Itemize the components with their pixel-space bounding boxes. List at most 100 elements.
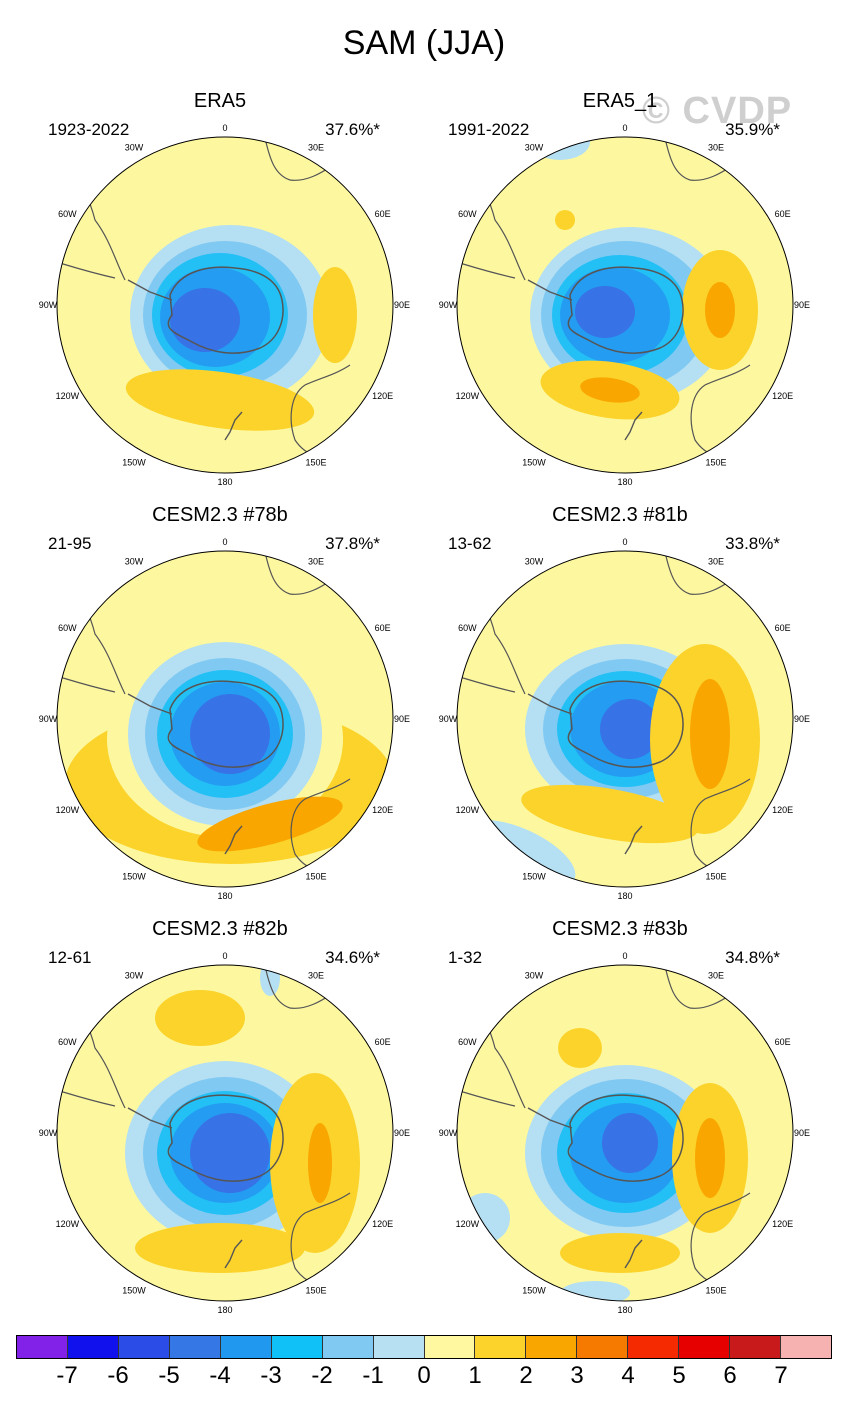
longitude-label: 30W (125, 970, 144, 980)
longitude-label: 30W (525, 556, 544, 566)
longitude-label: 90W (439, 1128, 458, 1138)
antarctica-coastline (567, 680, 684, 768)
longitude-label: 0 (622, 537, 627, 547)
polar-map: 0 30E 60E 90E 120E 150E 180 150W 120W 90W 60W 30W (39, 951, 410, 1315)
longitude-label: 60E (375, 1037, 391, 1047)
longitude-label: 60W (58, 209, 77, 219)
new-zealand-coastline (624, 411, 643, 441)
longitude-label: 30E (708, 142, 724, 152)
colorbar-label: 2 (519, 1362, 533, 1389)
new-zealand-coastline (224, 411, 243, 441)
colorbar-swatch (628, 1336, 680, 1358)
colorbar-label: -7 (56, 1362, 78, 1389)
colorbar-swatch (475, 1336, 527, 1358)
longitude-label: 30E (708, 556, 724, 566)
longitude-label: 180 (217, 477, 232, 487)
positive-anomaly-contour (705, 282, 735, 338)
colorbar-swatch (220, 1336, 272, 1358)
longitude-label: 120E (772, 1219, 793, 1229)
longitude-label: 60W (58, 623, 77, 633)
map-panel: ERA5_1 1991-2022 35.9%* 0 30E 60E 90E 120E 150E 1… (420, 90, 820, 490)
positive-anomaly-contour (308, 1123, 332, 1203)
longitude-label: 120E (372, 1219, 393, 1229)
longitude-label: 90E (394, 714, 410, 724)
longitude-label: 150W (122, 1286, 146, 1296)
negative-anomaly-contour (602, 1113, 658, 1173)
negative-anomaly-contour (260, 965, 280, 996)
colorbar-label: 1 (468, 1362, 482, 1389)
longitude-label: 180 (617, 1305, 632, 1315)
africa-coastline (664, 965, 741, 1009)
antarctica-coastline (167, 1094, 284, 1182)
colorbar-label: -1 (362, 1362, 384, 1389)
longitude-label: 30E (308, 970, 324, 980)
colorbar-swatch (526, 1336, 578, 1358)
colorbar-swatch (424, 1336, 476, 1358)
panel-explained-variance: 34.6%* (325, 948, 380, 967)
longitude-label: 60E (775, 1037, 791, 1047)
longitude-label: 180 (617, 477, 632, 487)
polar-map: 0 30E 60E 90E 120E 150E 180 150W 120W 90W 60W 30W (39, 537, 410, 901)
panel-explained-variance: 37.8%* (325, 534, 380, 553)
antarctic-peninsula (127, 1107, 173, 1129)
polar-map: 0 30E 60E 90E 120E 150E 180 150W 120W 90W 60W 30W (39, 123, 410, 487)
antarctic-peninsula (127, 693, 173, 715)
colorbar-label: 4 (621, 1362, 635, 1389)
longitude-label: 30W (125, 142, 144, 152)
positive-anomaly-contour (521, 784, 699, 844)
panel-explained-variance: 37.6%* (325, 120, 380, 139)
longitude-label: 90E (394, 300, 410, 310)
longitude-label: 60E (375, 623, 391, 633)
longitude-label: 0 (622, 123, 627, 133)
colorbar-label: 3 (570, 1362, 584, 1389)
panel-title: CESM2.3 #82b (152, 918, 288, 940)
colorbar-label: -5 (158, 1362, 180, 1389)
panel-explained-variance: 33.8%* (725, 534, 780, 553)
longitude-label: 60E (375, 209, 391, 219)
longitude-label: 90E (794, 1128, 810, 1138)
africa-coastline (264, 137, 341, 181)
positive-anomaly-contour (313, 267, 357, 363)
longitude-label: 0 (622, 951, 627, 961)
longitude-label: 180 (217, 1305, 232, 1315)
longitude-label: 0 (222, 951, 227, 961)
colorbar (16, 1335, 832, 1359)
south-america-coastline (457, 249, 516, 279)
longitude-label: 120E (772, 391, 793, 401)
longitude-label: 0 (222, 123, 227, 133)
longitude-label: 150E (705, 1286, 726, 1296)
panel-title: ERA5 (193, 90, 247, 112)
longitude-label: 90W (39, 300, 58, 310)
longitude-label: 120E (772, 805, 793, 815)
longitude-label: 90W (39, 1128, 58, 1138)
polar-map: 0 30E 60E 90E 120E 150E 180 150W 120W 90W 60W 30W (439, 123, 810, 487)
positive-anomaly-contour (560, 1233, 680, 1273)
negative-anomaly-contour (575, 286, 635, 338)
colorbar-swatch (67, 1336, 119, 1358)
cvdp-watermark: © CVDP (642, 90, 793, 132)
positive-anomaly-contour (125, 369, 315, 431)
longitude-label: 60W (458, 209, 477, 219)
longitude-label: 60E (775, 209, 791, 219)
panel-period: 21-95 (48, 534, 92, 553)
colorbar-label: -2 (311, 1362, 333, 1389)
longitude-label: 150E (305, 1286, 326, 1296)
longitude-label: 30W (125, 556, 144, 566)
longitude-label: 150W (122, 872, 146, 882)
antarctic-peninsula (527, 1107, 573, 1129)
south-america-coastline (57, 663, 116, 693)
longitude-label: 180 (617, 891, 632, 901)
colorbar-label: -6 (107, 1362, 129, 1389)
longitude-label: 30W (525, 142, 544, 152)
antarctica-coastline (167, 266, 284, 354)
map-panel: CESM2.3 #81b 13-62 33.8%* 0 30E 60E 90E 120E 150… (420, 504, 820, 904)
panel-explained-variance: 34.8%* (725, 948, 780, 967)
longitude-label: 150W (522, 1286, 546, 1296)
polar-map: 0 30E 60E 90E 120E 150E 180 150W 120W 90W 60W 30W (439, 951, 810, 1315)
south-america-coastline (57, 1077, 116, 1107)
positive-anomaly-contour (558, 1028, 602, 1068)
new-zealand-coastline (224, 825, 243, 855)
longitude-label: 60W (58, 1037, 77, 1047)
negative-anomaly-contour (170, 288, 240, 352)
longitude-label: 60W (458, 623, 477, 633)
